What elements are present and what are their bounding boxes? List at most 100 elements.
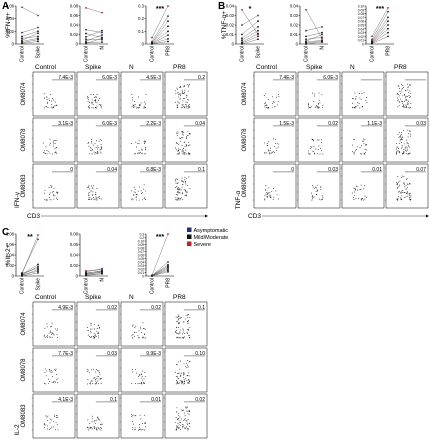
event-dot: [45, 383, 47, 385]
event-dot: [136, 372, 137, 374]
event-dot: [322, 153, 324, 155]
event-dot: [97, 416, 99, 418]
event-dot: [100, 429, 102, 431]
event-dot: [184, 179, 185, 181]
data-point: [387, 10, 389, 13]
event-dot: [95, 100, 97, 102]
flow-plot-frame: [341, 71, 385, 117]
flow-plot-frame: [341, 117, 385, 163]
event-dot: [91, 101, 92, 103]
event-dot: [186, 153, 188, 155]
event-dot: [142, 382, 144, 384]
flow-plot-frame: [120, 393, 164, 439]
event-dot: [403, 130, 405, 132]
donor-label: OM8083: [21, 174, 27, 198]
event-dot: [99, 326, 100, 328]
event-dot: [137, 143, 139, 145]
event-dot: [403, 175, 405, 177]
event-dot: [46, 323, 48, 325]
series-line: [151, 34, 169, 44]
event-dot: [89, 197, 91, 199]
event-dot: [177, 327, 179, 329]
event-dot: [271, 96, 273, 98]
event-dot: [397, 187, 399, 189]
event-dot: [134, 326, 136, 328]
y-tick-label: 0: [12, 42, 15, 47]
event-dot: [264, 198, 266, 200]
event-dot: [89, 427, 91, 429]
event-dot: [408, 86, 409, 88]
event-dot: [139, 424, 140, 426]
flow-plot-cell: 3.1E-3: [31, 117, 76, 163]
event-dot: [49, 336, 51, 338]
event-dot: [87, 369, 89, 371]
event-dot: [356, 189, 358, 191]
event-dot: [96, 153, 98, 154]
event-dot: [401, 101, 403, 102]
event-dot: [179, 95, 181, 97]
event-dot: [409, 84, 411, 86]
event-dot: [44, 152, 46, 154]
event-dot: [185, 144, 187, 146]
event-dot: [137, 107, 139, 109]
data-point: [37, 271, 39, 274]
event-dot: [56, 199, 58, 201]
data-point: [167, 261, 169, 263]
event-dot: [97, 417, 99, 419]
event-dot: [188, 133, 190, 134]
event-dot: [48, 194, 50, 196]
event-dot: [401, 198, 402, 200]
event-dot: [184, 181, 186, 183]
series-line: [305, 41, 323, 45]
event-dot: [47, 150, 49, 152]
event-dot: [407, 104, 409, 105]
event-dot: [270, 195, 272, 197]
event-dot: [352, 102, 354, 104]
event-dot: [54, 148, 56, 150]
event-dot: [176, 428, 178, 430]
event-dot: [135, 196, 137, 198]
event-dot: [176, 407, 178, 409]
flow-plot-cell: 0.10: [163, 347, 208, 393]
event-dot: [180, 380, 182, 382]
gate-frequency: 0: [70, 167, 73, 173]
event-dot: [139, 326, 141, 328]
event-dot: [45, 146, 47, 148]
series-line: [241, 30, 259, 41]
event-dot: [134, 427, 136, 429]
event-dot: [182, 104, 184, 106]
y-tick-label: 0.09: [358, 8, 364, 12]
event-dot: [176, 320, 178, 322]
flow-plot-cell: 4.9E-3: [31, 301, 76, 347]
event-dot: [132, 415, 134, 417]
event-dot: [183, 419, 185, 421]
event-dot: [178, 192, 180, 194]
event-dot: [401, 146, 403, 148]
event-dot: [401, 136, 403, 138]
event-dot: [273, 196, 275, 198]
event-dot: [43, 334, 45, 336]
event-dot: [87, 379, 89, 380]
event-dot: [91, 185, 93, 187]
y-tick-label: 0.06: [358, 20, 364, 24]
event-dot: [97, 332, 99, 334]
event-dot: [178, 102, 180, 104]
flow-plot-frame: [164, 71, 208, 117]
gate-frequency: 7.7E-3: [58, 351, 73, 357]
event-dot: [318, 102, 319, 104]
event-dot: [90, 380, 92, 382]
data-point: [241, 8, 243, 11]
event-dot: [317, 189, 319, 191]
series-line: [21, 271, 39, 276]
event-dot: [401, 190, 403, 192]
event-dot: [144, 333, 146, 335]
event-dot: [55, 105, 57, 107]
event-dot: [179, 375, 181, 377]
event-dot: [311, 106, 313, 108]
series-line: [151, 21, 169, 43]
event-dot: [182, 331, 184, 333]
event-dot: [177, 422, 179, 424]
flow-plot-cell: 0.02: [119, 301, 164, 347]
event-dot: [90, 383, 92, 385]
